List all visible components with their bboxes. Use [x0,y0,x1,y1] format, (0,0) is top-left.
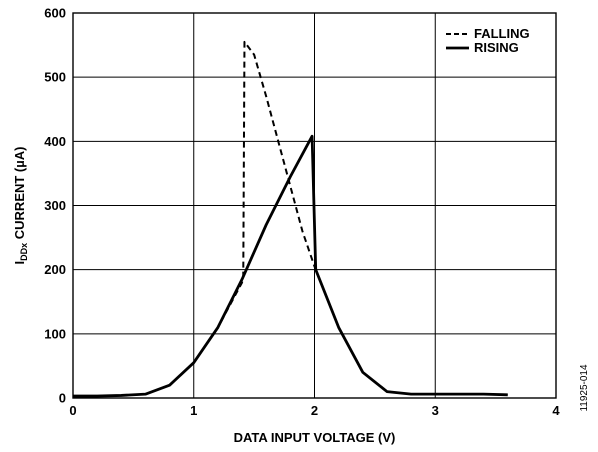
y-tick-labels: 0 100 200 300 400 500 600 [44,6,66,406]
y-axis-title-rest: CURRENT (µA) [12,147,27,243]
y-tick-label: 200 [44,262,66,277]
y-tick-label: 300 [44,198,66,213]
x-tick-labels: 0 1 2 3 4 [69,403,560,418]
y-tick-label: 600 [44,6,66,21]
plot-frame [72,12,557,399]
series-layer [73,40,508,398]
y-tick-label: 400 [44,134,66,149]
x-axis-title: DATA INPUT VOLTAGE (V) [234,430,396,445]
x-tick-label: 4 [552,403,560,418]
figure-id-note: 11925-014 [579,364,590,412]
y-axis-title: IDDx CURRENT (µA) [12,147,29,265]
y-tick-label: 0 [59,391,66,406]
y-tick-label: 500 [44,70,66,85]
series-line-rising [73,134,508,398]
x-tick-label: 0 [69,403,76,418]
legend-label-rising: RISING [474,40,519,55]
x-tick-label: 1 [190,403,197,418]
y-axis-title-subscript: DDx [19,243,29,261]
y-axis-title-main: I [12,261,27,265]
legend-label-falling: FALLING [474,26,530,41]
y-tick-label: 100 [44,326,66,341]
x-tick-label: 2 [311,403,318,418]
series-line-falling [73,40,508,398]
x-tick-label: 3 [432,403,439,418]
